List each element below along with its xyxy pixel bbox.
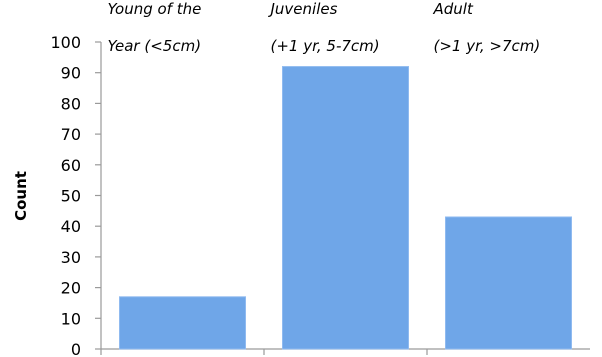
y-tick-label: 10 xyxy=(61,309,81,328)
bar xyxy=(119,296,246,350)
y-axis-title: Count xyxy=(12,171,30,221)
category-label-line2: Year (<5cm) xyxy=(108,37,202,55)
category-label-line2: (+1 yr, 5-7cm) xyxy=(271,37,380,55)
category-labels: Young of the Year (<5cm) Juveniles (+1 yr, … xyxy=(108,0,541,55)
y-tick-label: 70 xyxy=(61,125,81,144)
bar xyxy=(445,216,572,350)
y-tick-label: 90 xyxy=(61,64,81,83)
y-tick-label: 30 xyxy=(61,248,81,267)
y-tick-label: 60 xyxy=(61,156,81,175)
category-label-line1: Juveniles xyxy=(268,0,338,18)
category-label-line2: (>1 yr, >7cm) xyxy=(434,37,541,55)
y-tick-label: 40 xyxy=(61,217,81,236)
y-axis-ticks: 0 10 20 30 40 50 60 70 80 90 100 xyxy=(50,33,101,357)
category-label-line1: Adult xyxy=(433,0,474,18)
y-tick-label: 0 xyxy=(71,340,81,357)
bars xyxy=(119,66,572,350)
bar xyxy=(282,66,409,350)
y-tick-label: 80 xyxy=(61,94,81,113)
y-tick-label: 50 xyxy=(61,187,81,206)
category-label-line1: Young of the xyxy=(108,0,202,18)
y-tick-label: 100 xyxy=(50,33,81,52)
y-tick-label: 20 xyxy=(61,279,81,298)
